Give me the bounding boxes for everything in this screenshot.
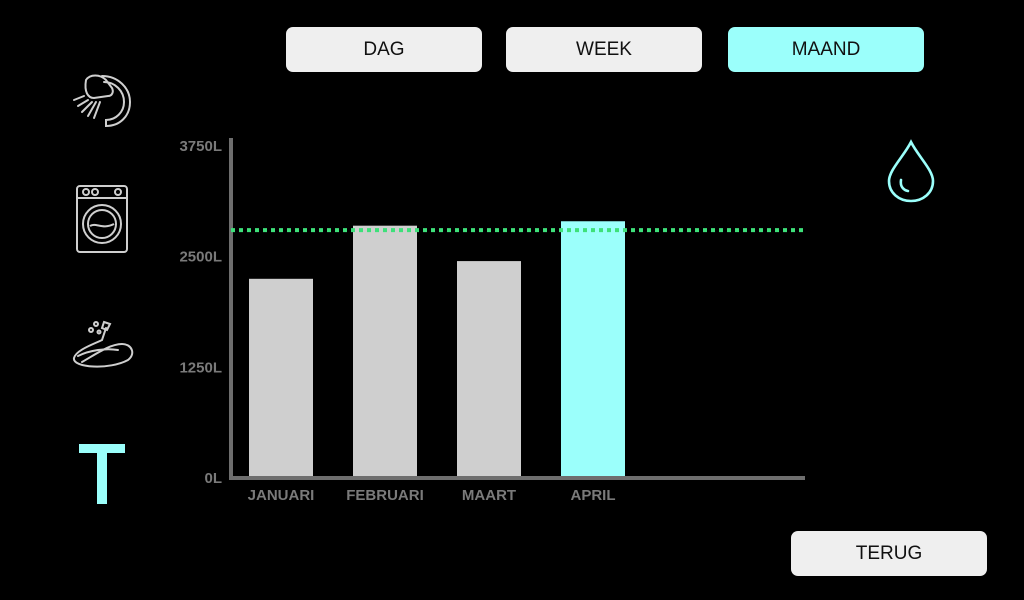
garden-hose-icon[interactable]: [66, 310, 138, 382]
y-tick-label: 3750L: [179, 138, 222, 155]
back-button[interactable]: TERUG: [791, 531, 987, 576]
bar-maart: [457, 261, 521, 478]
bar-januari: [249, 278, 313, 478]
tab-week[interactable]: WEEK: [506, 27, 702, 72]
washing-machine-icon[interactable]: [66, 182, 138, 254]
x-tick-label: JANUARI: [248, 487, 315, 504]
water-drop-icon: [884, 138, 938, 204]
tab-month[interactable]: MAAND: [728, 27, 924, 72]
y-tick-label: 2500L: [179, 249, 222, 266]
y-tick-label: 1250L: [179, 359, 222, 376]
y-tick-label: 0L: [204, 470, 222, 487]
bar-februari: [353, 225, 417, 478]
bar-april: [561, 221, 625, 478]
x-tick-label: MAART: [462, 487, 516, 504]
shower-head-icon[interactable]: [66, 66, 138, 138]
x-tick-label: FEBRUARI: [346, 487, 424, 504]
x-tick-label: APRIL: [571, 487, 616, 504]
tab-day[interactable]: DAG: [286, 27, 482, 72]
tap-icon[interactable]: [66, 436, 138, 508]
